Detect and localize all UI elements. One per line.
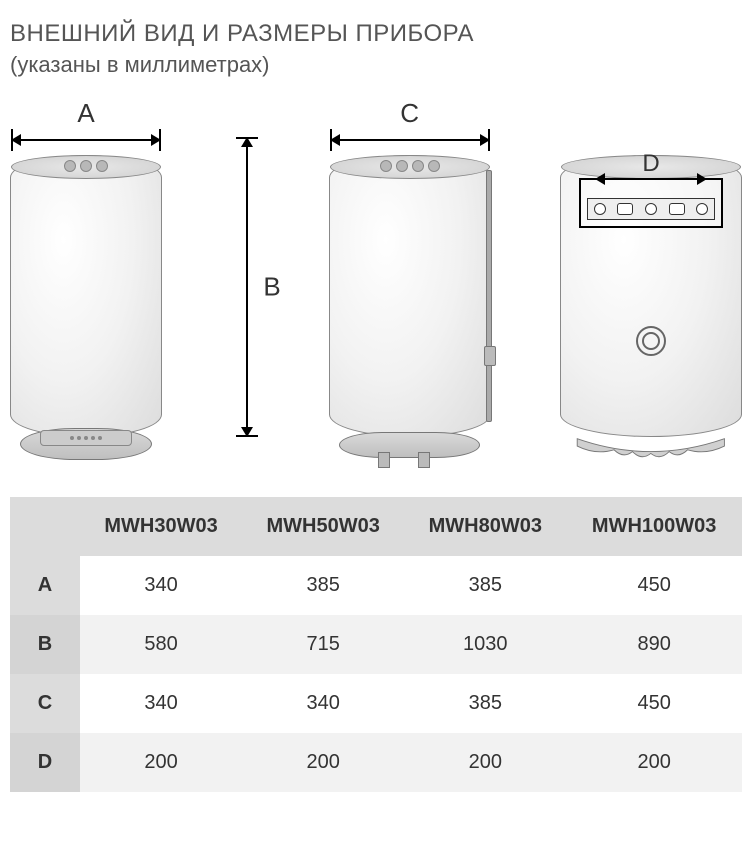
table-cell: 200 <box>404 733 566 792</box>
dim-arrow-c <box>330 131 490 149</box>
table-row: D 200 200 200 200 <box>10 733 742 792</box>
diagram-side-view: C <box>329 98 491 437</box>
table-row: B 580 715 1030 890 <box>10 615 742 674</box>
heater-outlet-pipe <box>418 452 430 468</box>
page-subtitle: (указаны в миллиметрах) <box>10 52 742 78</box>
table-header-model-4: MWH100W03 <box>566 497 742 556</box>
table-row-label-d: D <box>10 733 80 792</box>
dim-label-b: B <box>263 272 280 303</box>
dimensions-table: MWH30W03 MWH50W03 MWH80W03 MWH100W03 A 3… <box>10 497 742 792</box>
heater-legs-svg <box>568 432 734 462</box>
dim-label-c: C <box>400 98 419 129</box>
heater-back-base <box>568 432 734 462</box>
heater-side-cylinder <box>329 155 491 437</box>
table-cell: 715 <box>242 615 404 674</box>
heater-back-cylinder: D <box>560 155 742 437</box>
heater-side-base <box>339 432 480 462</box>
table-cell: 450 <box>566 556 742 615</box>
diagram-back-view: D <box>560 111 742 437</box>
table-cell: 200 <box>242 733 404 792</box>
mount-rail <box>587 198 715 220</box>
table-header-row: MWH30W03 MWH50W03 MWH80W03 MWH100W03 <box>10 497 742 556</box>
heater-control-panel <box>40 430 132 446</box>
diagram-height-arrow: B <box>235 107 259 437</box>
table-header-model-3: MWH80W03 <box>404 497 566 556</box>
table-cell: 385 <box>404 556 566 615</box>
table-cell: 340 <box>242 674 404 733</box>
table-header-model-2: MWH50W03 <box>242 497 404 556</box>
table-cell: 385 <box>404 674 566 733</box>
heater-thermostat-knob <box>484 346 496 366</box>
page-title: ВНЕШНИЙ ВИД И РАЗМЕРЫ ПРИБОРА <box>10 20 742 48</box>
diagram-row: A B C <box>10 98 742 437</box>
heater-top-cap <box>11 155 161 179</box>
table-row-label-a: A <box>10 556 80 615</box>
dim-arrow-d <box>595 172 707 186</box>
table-cell: 340 <box>80 556 242 615</box>
table-row-label-c: C <box>10 674 80 733</box>
table-header-model-1: MWH30W03 <box>80 497 242 556</box>
dim-label-a: A <box>77 98 94 129</box>
table-row-label-b: B <box>10 615 80 674</box>
table-cell: 385 <box>242 556 404 615</box>
table-header-blank <box>10 497 80 556</box>
heater-mount-bracket: D <box>579 178 723 228</box>
heater-valve-icon <box>636 326 666 356</box>
heater-side-top-cap <box>330 155 490 179</box>
table-row: A 340 385 385 450 <box>10 556 742 615</box>
table-cell: 450 <box>566 674 742 733</box>
table-cell: 200 <box>80 733 242 792</box>
heater-inlet-pipe <box>378 452 390 468</box>
diagram-front-view: A <box>10 98 162 437</box>
table-cell: 340 <box>80 674 242 733</box>
table-row: C 340 340 385 450 <box>10 674 742 733</box>
heater-side-seam <box>486 170 492 422</box>
dim-arrow-b: B <box>235 137 259 437</box>
table-cell: 1030 <box>404 615 566 674</box>
table-cell: 580 <box>80 615 242 674</box>
table-cell: 890 <box>566 615 742 674</box>
heater-front-cylinder <box>10 155 162 437</box>
table-cell: 200 <box>566 733 742 792</box>
dim-arrow-a <box>11 131 161 149</box>
